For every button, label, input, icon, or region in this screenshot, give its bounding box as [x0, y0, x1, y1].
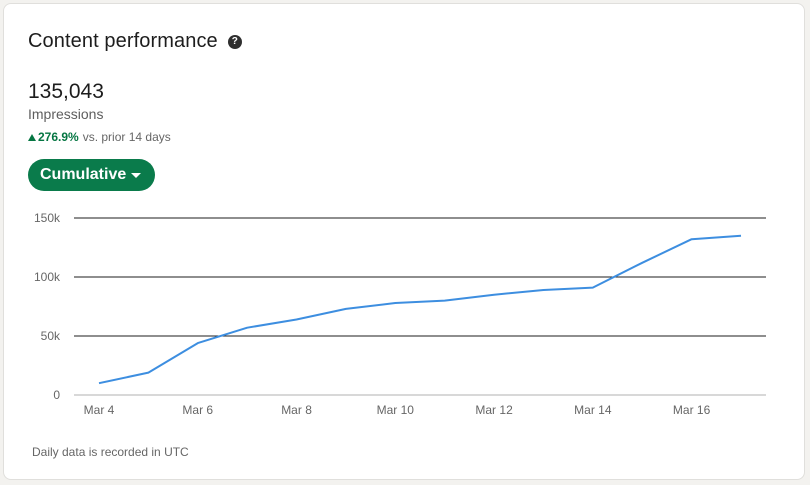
impressions-value: 135,043: [28, 80, 104, 103]
question-circle-icon[interactable]: ?: [227, 34, 242, 49]
impressions-chart: 0 50k 100k 150k Mar 4 Mar 6 Mar 8 Mar 10 Mar 12 M…: [34, 211, 766, 417]
caret-down-icon: [131, 172, 142, 178]
cumulative-dropdown[interactable]: Cumulative: [28, 159, 156, 191]
x-tick-label: Mar 8: [281, 403, 312, 417]
trend-comparison-text: vs. prior 14 days: [82, 130, 171, 144]
trend-indicator: 276.9% vs. prior 14 days: [28, 130, 171, 144]
y-tick-label: 100k: [34, 270, 61, 284]
trend-percentage: 276.9%: [38, 130, 79, 144]
x-tick-label: Mar 10: [377, 403, 415, 417]
x-tick-label: Mar 14: [574, 403, 612, 417]
card-header: Content performance ?: [28, 30, 242, 53]
y-tick-label: 50k: [41, 329, 61, 343]
card-title: Content performance: [28, 30, 218, 52]
x-tick-label: Mar 4: [84, 403, 115, 417]
x-tick-label: Mar 6: [182, 403, 213, 417]
content-performance-card: Content performance ? 135,043 Impression…: [3, 3, 805, 480]
triangle-up-icon: [28, 133, 36, 141]
y-tick-label: 0: [53, 388, 60, 402]
dropdown-label: Cumulative: [40, 166, 127, 183]
x-tick-label: Mar 12: [475, 403, 513, 417]
impressions-label: Impressions: [28, 106, 104, 122]
y-tick-label: 150k: [34, 211, 61, 225]
utc-footnote: Daily data is recorded in UTC: [32, 445, 189, 459]
x-tick-label: Mar 16: [673, 403, 711, 417]
impressions-series-line: [98, 234, 742, 385]
